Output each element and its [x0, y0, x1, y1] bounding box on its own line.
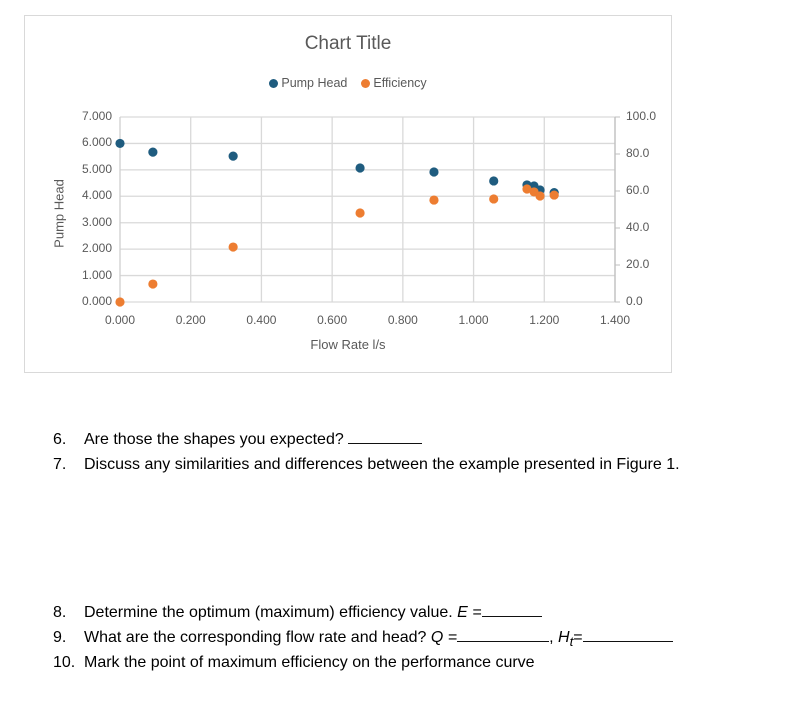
equals: =	[573, 629, 583, 646]
tick-label: 80.0	[626, 146, 650, 160]
efficiency-point	[489, 194, 499, 204]
x-axis-label: Flow Rate l/s	[310, 337, 386, 352]
tick-label: 100.0	[626, 109, 657, 123]
legend-label: Efficiency	[373, 76, 427, 90]
efficiency-point	[535, 191, 545, 201]
tick-label: 1.400	[599, 313, 631, 327]
tick-label: 7.000	[81, 109, 112, 123]
question-8: 8. Determine the optimum (maximum) effici…	[53, 604, 542, 622]
efficiency-point	[522, 184, 532, 194]
efficiency-point	[549, 190, 559, 200]
tick-label: 60.0	[626, 183, 650, 197]
pump-head-point	[429, 167, 439, 177]
answer-blank-q[interactable]	[457, 629, 550, 642]
question-text: Discuss any similarities and differences…	[84, 456, 680, 473]
question-10: 10. Mark the point of maximum efficiency …	[53, 654, 535, 672]
chart-legend: Pump Head Efficiency	[25, 76, 671, 90]
question-number: 9.	[53, 629, 67, 646]
pump-head-point	[228, 151, 238, 161]
answer-blank-e[interactable]	[481, 604, 542, 617]
tick-label: 0.800	[387, 313, 418, 327]
question-number: 7.	[53, 456, 67, 473]
tick-label: 6.000	[81, 135, 112, 150]
question-9: 9. What are the corresponding flow rate a…	[53, 629, 673, 649]
question-text: Are those the shapes you expected?	[84, 431, 344, 448]
separator: ,	[549, 629, 554, 646]
pump-head-point	[355, 163, 365, 173]
pump-head-point	[489, 176, 499, 186]
efficiency-point	[429, 195, 439, 205]
chart: Chart Title Pump Head Efficiency Pump He…	[24, 15, 672, 373]
question-number: 10.	[53, 654, 76, 671]
efficiency-point	[115, 297, 125, 307]
tick-label: 0.600	[317, 313, 348, 327]
tick-label: 2.000	[81, 241, 112, 256]
question-text: Determine the optimum (maximum) efficien…	[84, 604, 453, 621]
tick-label: 3.000	[81, 214, 112, 229]
tick-label: 0.400	[246, 313, 277, 327]
tick-label: 0.0	[626, 294, 643, 308]
variable-q: Q =	[430, 629, 458, 646]
efficiency-point	[148, 279, 158, 289]
tick-label: 4.000	[81, 188, 112, 203]
tick-label: 0.000	[104, 313, 136, 327]
question-number: 8.	[53, 604, 67, 621]
efficiency-marker-icon	[361, 78, 371, 88]
question-number: 6.	[53, 431, 67, 448]
answer-blank-h[interactable]	[582, 629, 673, 642]
question-6: 6. Are those the shapes you expected?	[53, 431, 423, 449]
tick-label: 1.200	[529, 313, 560, 327]
legend-label: Pump Head	[281, 76, 348, 90]
plot-area	[115, 116, 620, 307]
efficiency-point	[228, 242, 238, 252]
pump-head-point	[115, 138, 125, 149]
legend-item-pump-head: Pump Head	[269, 76, 347, 90]
tick-label: 40.0	[626, 220, 650, 234]
variable-h-sub: t	[569, 634, 574, 650]
tick-label: 20.0	[626, 257, 650, 271]
chart-title: Chart Title	[304, 33, 392, 54]
tick-label: 5.000	[81, 161, 112, 176]
tick-label: 0.200	[175, 313, 206, 327]
pump-head-point	[148, 147, 158, 157]
efficiency-point	[355, 208, 365, 218]
tick-label: 0.000	[81, 294, 112, 308]
question-text: Mark the point of maximum efficiency on …	[84, 654, 535, 671]
answer-blank[interactable]	[348, 431, 423, 444]
tick-label: 1.000	[458, 313, 489, 327]
variable-h: H	[558, 629, 570, 646]
question-text: What are the corresponding flow rate and…	[84, 629, 427, 646]
tick-label: 1.000	[81, 267, 112, 282]
pump-head-marker-icon	[269, 78, 279, 88]
legend-item-efficiency: Efficiency	[361, 76, 427, 90]
question-7: 7. Discuss any similarities and differenc…	[53, 456, 680, 474]
variable-e: E =	[457, 604, 482, 621]
